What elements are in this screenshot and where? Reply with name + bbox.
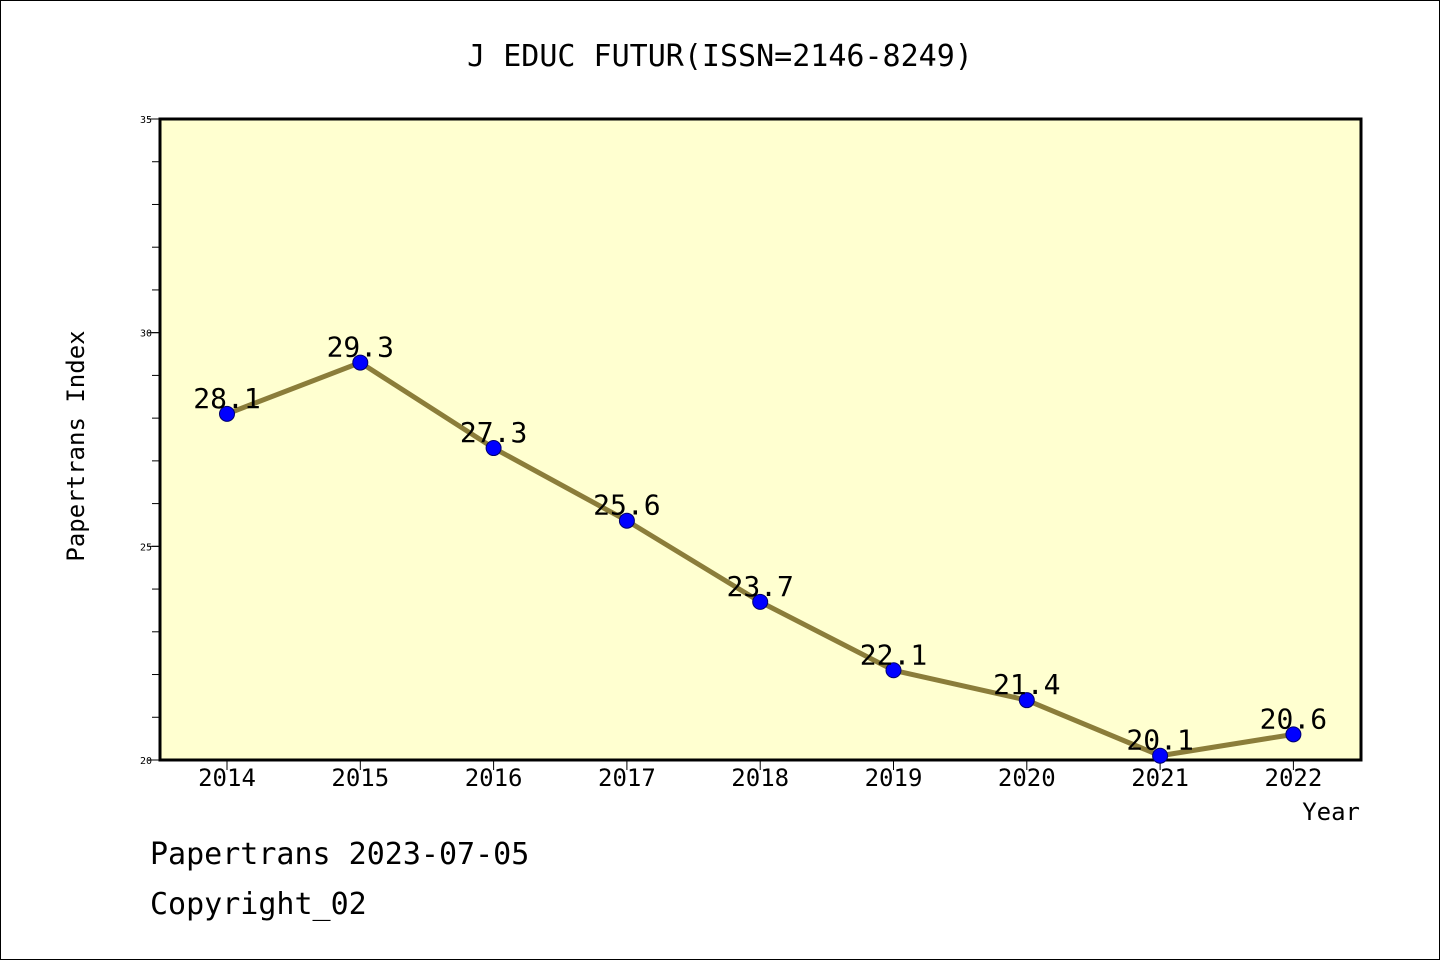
x-tick-label: 2022 bbox=[1265, 764, 1323, 792]
x-tick-label: 2021 bbox=[1131, 764, 1189, 792]
x-tick-label: 2014 bbox=[198, 764, 256, 792]
data-label: 23.7 bbox=[726, 570, 793, 603]
footer-date: Papertrans 2023-07-05 bbox=[150, 837, 529, 872]
y-tick-label: 30 bbox=[140, 329, 152, 340]
plot-area bbox=[158, 117, 1363, 762]
y-axis-label: Papertrans Index bbox=[62, 330, 90, 561]
data-point bbox=[1152, 747, 1169, 764]
series-group: 28.1 29.3 27.3 25.6 23.7 22.1 21.4 20.1 20.6 bbox=[193, 331, 1327, 764]
data-label: 20.1 bbox=[1126, 724, 1193, 757]
data-label: 21.4 bbox=[993, 668, 1060, 701]
x-tick-label: 2016 bbox=[465, 764, 523, 792]
x-tick-label: 2015 bbox=[331, 764, 389, 792]
data-point bbox=[1285, 726, 1302, 743]
data-point bbox=[485, 440, 502, 457]
data-point bbox=[618, 512, 635, 529]
x-tick-label: 2018 bbox=[731, 764, 789, 792]
x-axis-ticks: 2014 2015 2016 2017 2018 2019 2020 2021 2022 bbox=[198, 760, 1322, 792]
x-tick-label: 2020 bbox=[998, 764, 1056, 792]
data-label: 27.3 bbox=[460, 416, 527, 449]
data-point bbox=[885, 662, 902, 679]
data-point bbox=[352, 354, 369, 371]
footer-copyright: Copyright_02 bbox=[150, 887, 367, 922]
x-axis-label: Year bbox=[1302, 798, 1360, 826]
data-point bbox=[219, 405, 235, 422]
y-tick-label: 25 bbox=[140, 542, 152, 553]
chart-title: J EDUC FUTUR(ISSN=2146-8249) bbox=[467, 39, 973, 74]
data-point bbox=[752, 593, 769, 610]
data-label: 25.6 bbox=[593, 489, 660, 522]
y-tick-label: 35 bbox=[140, 115, 152, 126]
y-tick-label: 20 bbox=[140, 756, 152, 767]
data-label: 22.1 bbox=[860, 638, 927, 671]
data-label: 20.6 bbox=[1260, 702, 1327, 735]
x-tick-label: 2017 bbox=[598, 764, 656, 792]
y-axis-ticks: 20 25 30 35 bbox=[140, 115, 160, 767]
x-tick-label: 2019 bbox=[865, 764, 923, 792]
data-point bbox=[1018, 692, 1035, 709]
data-label: 29.3 bbox=[327, 331, 394, 364]
data-label: 28.1 bbox=[193, 382, 260, 415]
